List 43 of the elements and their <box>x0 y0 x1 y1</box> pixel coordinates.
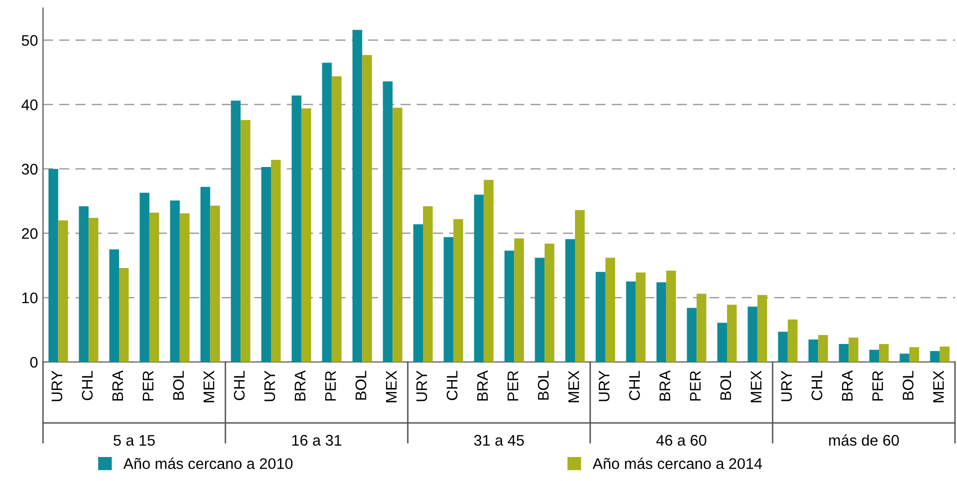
x-tick-label: CHL <box>629 370 640 400</box>
text: 31 a 45 <box>474 434 524 446</box>
y-tick-label: 40 <box>22 99 38 110</box>
x-tick-label: URY <box>52 370 62 402</box>
x-tick-label: MEX <box>568 370 579 402</box>
x-tick-label: URY <box>781 370 792 402</box>
x-tick-label: PER <box>142 371 154 400</box>
legend-label: Año más cercano a 2010 <box>123 458 293 470</box>
y-tick-label: 30 <box>22 164 38 175</box>
x-tick-label: MEX <box>204 370 214 402</box>
x-tick-label: CHL <box>234 370 245 400</box>
x-tick-label: URY <box>264 370 276 402</box>
x-tick-label: URY <box>598 370 610 402</box>
x-tick-label: BOL <box>720 370 732 400</box>
x-tick-label: BOL <box>355 370 366 400</box>
x-tick-label: PER <box>508 371 518 400</box>
x-tick-label: CHL <box>446 370 458 400</box>
y-tick-label: 50 <box>22 35 38 46</box>
x-tick-label: PER <box>325 371 336 400</box>
text: 16 a 31 <box>292 434 342 446</box>
x-tick-label: MEX <box>933 370 944 402</box>
x-tick-label: BRA <box>294 370 306 400</box>
x-tick-label: URY <box>416 370 428 402</box>
x-tick-label: BOL <box>173 370 184 400</box>
y-tick-label: 20 <box>22 228 38 239</box>
x-tick-label: BRA <box>477 370 488 400</box>
x-tick-label: MEX <box>386 370 397 402</box>
x-tick-label: BRA <box>842 370 853 400</box>
x-tick-label: CHL <box>811 370 822 400</box>
y-tick-label: 0 <box>30 356 38 368</box>
x-tick-label: CHL <box>82 370 93 400</box>
x-tick-label: BRA <box>660 370 670 400</box>
text: más de 60 <box>829 434 899 446</box>
x-tick-label: BRA <box>112 370 123 400</box>
x-tick-label: BOL <box>538 370 549 400</box>
x-tick-label: MEX <box>750 370 762 402</box>
x-tick-label: PER <box>872 371 883 400</box>
legend-label: Año más cercano a 2014 <box>592 458 762 470</box>
text: 5 a 15 <box>114 435 155 446</box>
text: 46 a 60 <box>656 434 706 446</box>
x-tick-label: BOL <box>902 370 914 400</box>
x-tick-label: PER <box>690 371 701 400</box>
y-tick-label: 10 <box>22 292 38 304</box>
